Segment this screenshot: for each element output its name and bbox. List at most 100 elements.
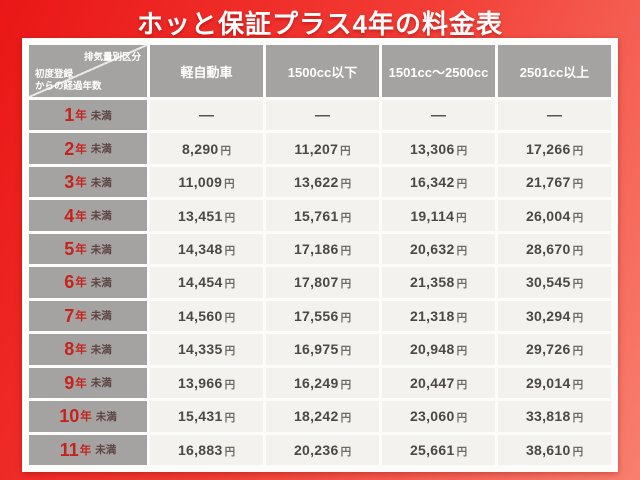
price-unit-yen: 円 [572, 412, 584, 425]
price-unit-yen: 円 [456, 278, 468, 291]
price-cell-year10-col1: 18,242 円 [266, 401, 379, 432]
price-unit-yen: 円 [340, 178, 352, 191]
price-unit-yen: 円 [340, 311, 352, 324]
price-value: 13,451 [177, 207, 223, 224]
column-header-kei: 軽自動車 [150, 45, 263, 97]
qualifier-miman: 未満 [90, 109, 112, 122]
row-label-year-9: 9 年未満 [29, 367, 147, 399]
year-number: 8 [64, 339, 75, 360]
price-unit-yen: 円 [456, 445, 468, 458]
price-unit-yen: 円 [224, 211, 236, 224]
year-suffix: 年 [75, 310, 87, 323]
column-header-2501cc-over: 2501cc以上 [498, 45, 611, 97]
price-cell-year4-col2: 19,114 円 [382, 200, 495, 231]
price-value: 17,186 [293, 241, 339, 258]
price-value: 13,622 [293, 174, 339, 191]
price-cell-year5-col0: 14,348 円 [150, 233, 263, 265]
price-cell-year8-col0: 14,335 円 [150, 334, 263, 365]
year-suffix: 年 [75, 210, 87, 223]
price-cell-year3-col3: 21,767 円 [498, 166, 611, 198]
price-value: 29,014 [525, 374, 571, 391]
price-cell-year9-col2: 20,447 円 [382, 367, 495, 399]
price-cell-year9-col0: 13,966 円 [150, 367, 263, 399]
price-value: 33,818 [525, 408, 571, 425]
qualifier-miman: 未満 [90, 176, 112, 189]
year-number: 9 [64, 372, 75, 393]
price-unit-yen: 円 [340, 144, 351, 157]
year-suffix: 年 [75, 143, 87, 156]
year-number: 7 [64, 305, 75, 326]
price-cell-year6-col0: 14,454 円 [150, 267, 263, 298]
price-value: 20,447 [409, 374, 455, 391]
price-unit-yen: 円 [340, 211, 352, 224]
price-unit-yen: 円 [456, 378, 468, 391]
year-number: 6 [64, 272, 75, 293]
price-value: 21,358 [409, 274, 455, 291]
price-unit-yen: 円 [456, 245, 468, 258]
price-value: 26,004 [525, 207, 571, 224]
price-unit-yen: 円 [224, 245, 236, 258]
price-value: 14,335 [177, 341, 223, 358]
price-cell-year3-col1: 13,622 円 [266, 166, 379, 198]
price-unit-yen: 円 [340, 412, 352, 425]
price-unit-yen: 円 [220, 144, 232, 157]
price-cell-year10-col3: 33,818 円 [498, 401, 611, 432]
qualifier-miman: 未満 [90, 276, 112, 289]
row-label-year-1: 1 年未満 [29, 100, 147, 131]
price-unit-yen: 円 [224, 412, 236, 425]
price-value: 20,632 [409, 241, 455, 258]
price-cell-year11-col1: 20,236 円 [266, 434, 379, 465]
year-suffix: 年 [75, 110, 87, 123]
price-value: 21,767 [525, 174, 571, 191]
row-label-year-5: 5 年未満 [29, 233, 147, 265]
qualifier-miman: 未満 [90, 243, 112, 256]
price-value: 13,306 [409, 140, 455, 157]
price-value: 28,670 [525, 241, 571, 258]
row-label-year-2: 2 年未満 [29, 133, 147, 164]
row-label-year-3: 3 年未満 [29, 166, 147, 198]
year-suffix: 年 [79, 444, 92, 457]
price-unit-yen: 円 [340, 378, 352, 391]
price-unit-yen: 円 [224, 278, 236, 291]
qualifier-miman: 未満 [90, 310, 112, 323]
price-cell-year7-col3: 30,294 円 [498, 300, 611, 332]
price-value: 30,545 [525, 274, 571, 291]
price-cell-year2-col2: 13,306 円 [382, 133, 495, 164]
no-price-dash: — [315, 106, 330, 124]
price-cell-year3-col2: 16,342 円 [382, 166, 495, 198]
price-value: 16,883 [177, 441, 223, 458]
price-cell-year6-col3: 30,545 円 [498, 267, 611, 298]
year-suffix: 年 [75, 277, 87, 290]
price-unit-yen: 円 [572, 378, 584, 391]
year-suffix: 年 [75, 244, 87, 257]
price-cell-year2-col0: 8,290 円 [150, 133, 263, 164]
price-cell-year2-col3: 17,266 円 [498, 133, 611, 164]
corner-label-years: 初度登録 からの経過年数 [35, 69, 102, 93]
corner-header-cell: 排気量別区分 初度登録 からの経過年数 [29, 45, 147, 97]
year-suffix: 年 [75, 344, 87, 357]
price-cell-year5-col2: 20,632 円 [382, 233, 495, 265]
page-title: ホッと保証プラス4年の料金表 [137, 9, 503, 39]
price-cell-year4-col0: 13,451 円 [150, 200, 263, 231]
column-header-1501-2500cc: 1501cc～2500cc [382, 45, 495, 97]
row-label-year-4: 4 年未満 [29, 200, 147, 231]
price-cell-year4-col1: 15,761 円 [266, 200, 379, 231]
price-cell-year3-col0: 11,009 円 [150, 166, 263, 198]
price-cell-year11-col0: 16,883 円 [150, 434, 263, 465]
row-label-year-8: 8 年未満 [29, 334, 147, 365]
price-unit-yen: 円 [572, 144, 584, 157]
price-cell-year10-col0: 15,431 円 [150, 401, 263, 432]
year-suffix: 年 [80, 411, 92, 424]
price-value: 17,556 [293, 307, 339, 324]
row-label-year-11: 11 年未満 [29, 434, 147, 465]
price-unit-yen: 円 [456, 211, 467, 224]
price-cell-year1-col2: — [382, 100, 495, 131]
price-unit-yen: 円 [456, 311, 468, 324]
price-value: 17,266 [525, 140, 571, 157]
price-unit-yen: 円 [340, 245, 352, 258]
price-value: 8,290 [181, 140, 219, 157]
price-unit-yen: 円 [456, 144, 468, 157]
price-value: 20,236 [293, 441, 339, 458]
year-number: 11 [59, 439, 79, 460]
price-cell-year6-col1: 17,807 円 [266, 267, 379, 298]
